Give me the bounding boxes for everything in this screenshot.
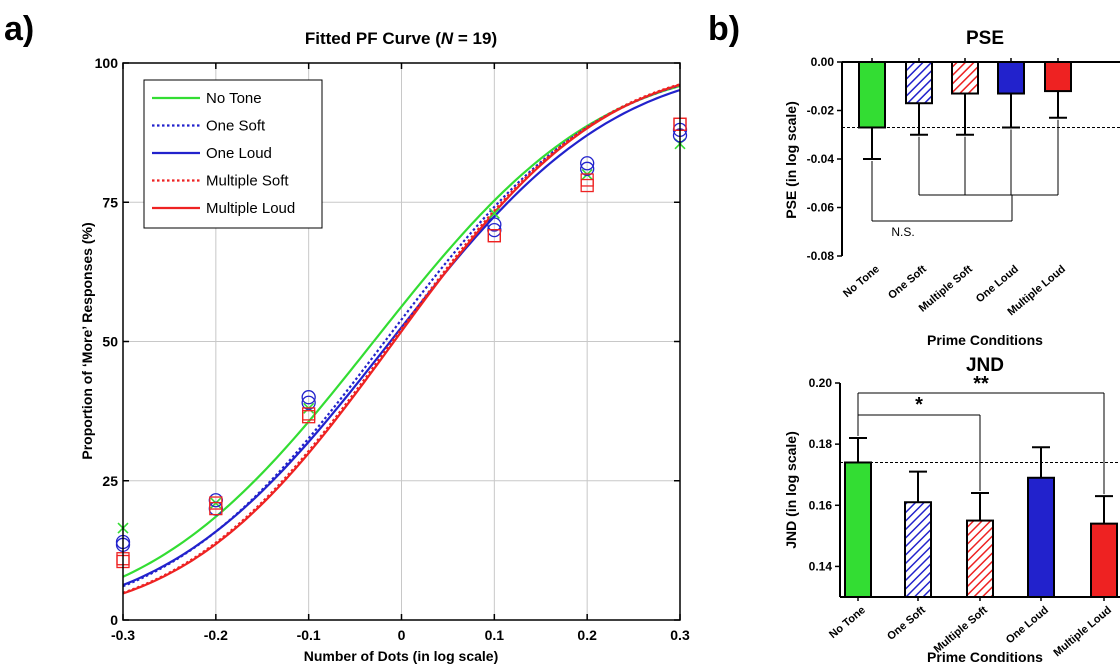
pse-brackets — [871, 119, 1059, 222]
pse-axes: 0.00 -0.02 -0.04 -0.06 -0.08 — [807, 55, 1120, 263]
pf-axis-ticks: -0.3 -0.2 -0.1 0 0.1 0.2 0.3 0 25 50 75 100 — [95, 55, 690, 643]
pf-point-multiple-loud — [302, 410, 316, 424]
pse-y-tick-label: 0.00 — [811, 55, 835, 69]
pse-chart-title: PSE — [966, 28, 1004, 49]
jnd-y-tick-label: 0.16 — [809, 498, 833, 512]
pf-legend-label-multiple-loud: Multiple Loud — [206, 200, 295, 217]
pf-point-one-loud — [580, 156, 595, 171]
jnd-bar-one-loud — [1027, 476, 1055, 598]
pf-y-tick-label: 75 — [102, 194, 118, 210]
pf-point-no-tone — [488, 207, 500, 219]
pf-y-axis-label: Proportion of ‘More’ Responses (%) — [79, 222, 95, 459]
pse-y-tick-label: -0.08 — [807, 249, 835, 263]
jnd-bar-multiple-loud — [1090, 522, 1118, 599]
pse-y-tick-label: -0.02 — [807, 104, 835, 118]
pf-y-tick-label: 25 — [102, 473, 118, 489]
pse-y-tick-label: -0.06 — [807, 201, 835, 215]
pf-curve-chart: Fitted PF Curve (N = 19) -0.3 -0.2 -0.1 0 0.… — [79, 29, 690, 664]
pse-bar-one-soft — [905, 61, 933, 105]
jnd-y-axis-label: JND (in log scale) — [783, 431, 799, 548]
pf-x-tick-label: 0.3 — [670, 627, 690, 643]
pf-point-multiple-loud — [487, 229, 501, 243]
pf-legend-label-one-loud: One Loud — [206, 145, 272, 162]
jnd-bars — [844, 437, 1118, 599]
pf-point-one-loud — [487, 217, 502, 232]
panel-a-letter: a) — [4, 10, 34, 48]
pse-y-tick-label: -0.04 — [807, 152, 835, 166]
pse-bars — [858, 61, 1072, 160]
pf-legend: No Tone One Soft One Loud Multiple Soft Mult… — [143, 79, 323, 229]
pf-y-tick-label: 50 — [102, 334, 118, 350]
jnd-category-label: One Loud — [1004, 604, 1051, 646]
pf-legend-label-one-soft: One Soft — [206, 118, 266, 135]
pf-chart-title-var: N — [441, 29, 454, 48]
pse-category-label: No Tone — [841, 263, 882, 300]
pse-bar-multiple-soft — [951, 61, 979, 95]
jnd-bar-multiple-soft — [966, 519, 994, 598]
jnd-category-label: One Soft — [885, 604, 928, 643]
pse-y-axis-label: PSE (in log scale) — [783, 101, 799, 218]
jnd-chart-title: JND — [966, 355, 1004, 376]
jnd-bar-chart: JND 0.140.160.180.20 *** No Tone One Soft… — [783, 355, 1120, 665]
pf-chart-title-main: Fitted PF Curve ( — [305, 29, 441, 48]
jnd-y-tick-label: 0.20 — [809, 376, 833, 390]
pf-point-one-soft — [301, 395, 316, 410]
pf-x-tick-label: -0.1 — [297, 627, 321, 643]
jnd-axes: 0.14 0.16 0.18 0.20 — [809, 376, 1120, 601]
jnd-bar-no-tone — [844, 461, 872, 598]
pf-curves — [122, 83, 681, 595]
pf-legend-label-multiple-soft: Multiple Soft — [206, 173, 289, 190]
jnd-category-label: No Tone — [827, 604, 868, 641]
pse-bar-chart: PSE 0.00 -0.02 -0.04 -0.06 -0.08 N.S. No Ton… — [783, 28, 1120, 348]
pse-category-label: One Soft — [886, 263, 929, 302]
jnd-y-tick-label: 0.18 — [809, 437, 833, 451]
pf-x-tick-label: 0.1 — [485, 627, 505, 643]
jnd-bar-one-soft — [904, 501, 932, 599]
jnd-y-tick-label: 0.14 — [809, 559, 833, 573]
jnd-sig-label: ** — [973, 373, 989, 395]
jnd-category-label: Multiple Loud — [1051, 604, 1113, 659]
pf-y-tick-label: 100 — [95, 55, 119, 71]
pf-curve-one-soft — [122, 84, 681, 588]
pf-chart-title: Fitted PF Curve (N = 19) — [305, 29, 497, 48]
pf-point-multiple-loud — [209, 501, 223, 516]
pse-bar-no-tone — [858, 61, 886, 129]
pf-curve-multiple-loud — [122, 83, 681, 595]
pf-point-multiple-loud — [580, 178, 594, 193]
pse-bar-one-loud — [997, 61, 1025, 95]
pf-point-one-loud — [301, 390, 316, 405]
pf-chart-title-rest: = 19) — [453, 29, 497, 48]
jnd-category-label: Multiple Soft — [932, 604, 991, 656]
pf-x-tick-label: 0 — [398, 627, 406, 643]
pf-x-tick-label: -0.2 — [204, 627, 228, 643]
pf-point-one-soft — [580, 161, 595, 176]
pf-y-tick-label: 0 — [110, 612, 118, 628]
jnd-significance-brackets: *** — [857, 373, 1105, 495]
pf-legend-label-no-tone: No Tone — [206, 90, 262, 107]
pf-x-axis-label: Number of Dots (in log scale) — [304, 648, 498, 664]
pf-x-tick-label: -0.3 — [111, 627, 135, 643]
jnd-sig-label: * — [915, 394, 923, 416]
pse-ns-annotation: N.S. — [891, 225, 914, 239]
pf-x-tick-label: 0.2 — [577, 627, 597, 643]
jnd-x-axis-label: Prime Conditions — [927, 649, 1043, 665]
pse-x-axis-label: Prime Conditions — [927, 332, 1043, 348]
pse-category-label: One Loud — [974, 263, 1021, 305]
panel-b-letter: b) — [708, 10, 740, 48]
pse-bar-multiple-loud — [1044, 61, 1072, 93]
